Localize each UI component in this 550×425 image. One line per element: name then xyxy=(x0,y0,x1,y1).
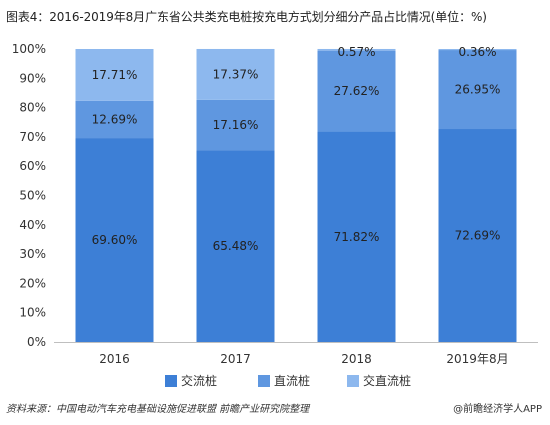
bar-segment xyxy=(75,100,154,139)
x-tick-label: 2018 xyxy=(341,352,372,366)
bar-segment xyxy=(317,48,396,51)
y-tick-label: 60% xyxy=(19,159,46,173)
legend-label-dc: 直流桩 xyxy=(274,374,311,388)
data-label: 71.82% xyxy=(334,230,380,244)
data-label: 0.57% xyxy=(337,45,375,59)
legend-label-ac: 交流桩 xyxy=(181,374,218,388)
legend-swatch-acdc xyxy=(347,374,359,387)
y-tick-label: 70% xyxy=(19,130,46,144)
y-tick-label: 100% xyxy=(12,42,46,56)
x-tick-label: 2019年8月 xyxy=(446,352,508,366)
legend-swatch-dc xyxy=(258,374,270,387)
data-label: 0.36% xyxy=(458,45,496,59)
y-tick-label: 10% xyxy=(19,306,46,320)
bar-segment xyxy=(438,50,517,130)
data-label: 17.37% xyxy=(213,67,259,81)
chart-title: 图表4：2016-2019年8月广东省公共类充电桩按充电方式划分细分产品占比情况… xyxy=(6,10,487,24)
data-label: 17.16% xyxy=(213,118,259,132)
bar-segment xyxy=(75,138,154,342)
y-tick-label: 0% xyxy=(27,335,46,349)
data-label: 72.69% xyxy=(455,229,501,243)
x-tick-label: 2016 xyxy=(99,352,130,366)
data-label: 17.71% xyxy=(92,68,138,82)
brand-watermark-text: @前瞻经济学人APP xyxy=(453,404,542,415)
y-tick-label: 20% xyxy=(19,276,46,290)
bar-segment xyxy=(75,49,154,101)
bar-segment xyxy=(196,48,275,100)
legend-item-acdc: 交直流桩 xyxy=(347,372,411,389)
x-tick-label: 2017 xyxy=(220,352,251,366)
y-tick-label: 50% xyxy=(19,189,46,203)
bar-segment xyxy=(317,50,396,132)
legend-label-acdc: 交直流桩 xyxy=(363,374,412,388)
y-tick-label: 90% xyxy=(19,71,46,85)
bar-segment xyxy=(196,150,275,342)
y-tick-label: 40% xyxy=(19,218,46,232)
data-label: 26.95% xyxy=(455,83,501,97)
legend-item-ac: 交流桩 xyxy=(165,372,217,389)
y-tick-label: 80% xyxy=(19,101,46,115)
source-note: 资料来源：中国电动汽车充电基础设施促进联盟 前瞻产业研究院整理 xyxy=(6,404,310,415)
bar-segment xyxy=(438,49,517,51)
legend-item-dc: 直流桩 xyxy=(258,372,310,389)
legend-swatch-ac xyxy=(165,374,177,387)
bar-segment xyxy=(317,131,396,342)
data-label: 65.48% xyxy=(213,239,259,253)
bar-segment xyxy=(438,129,517,342)
data-label: 27.62% xyxy=(334,84,380,98)
bar-segment xyxy=(196,99,275,151)
data-label: 12.69% xyxy=(92,112,138,126)
y-tick-label: 30% xyxy=(19,247,46,261)
data-label: 69.60% xyxy=(92,233,138,247)
